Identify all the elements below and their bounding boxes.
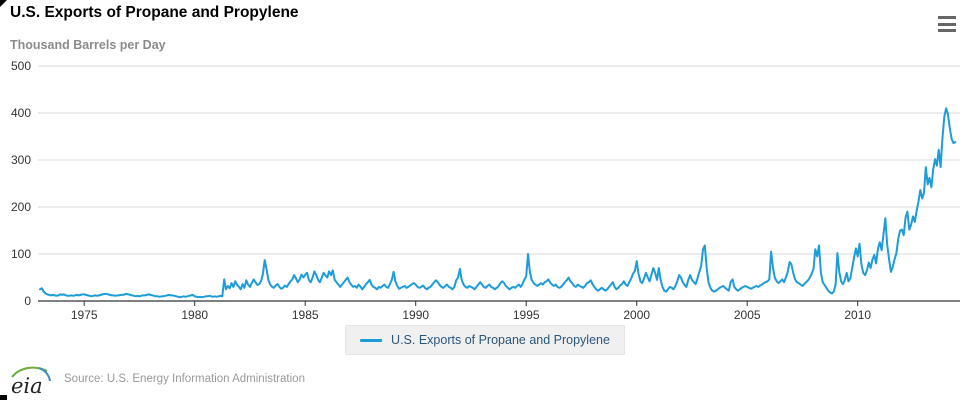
y-axis-tick-label: 0 — [24, 294, 31, 308]
eia-logo[interactable]: eia — [8, 364, 54, 398]
x-axis-tick-label: 1990 — [402, 308, 429, 322]
y-axis-tick-label: 100 — [11, 247, 31, 261]
footer: eia Source: U.S. Energy Information Admi… — [8, 364, 305, 398]
x-axis-tick-label: 1985 — [292, 308, 319, 322]
data-series-line[interactable] — [39, 107, 957, 299]
y-axis-tick-label: 300 — [11, 153, 31, 167]
hamburger-menu-icon — [938, 29, 956, 32]
x-axis-tick-label: 2005 — [734, 308, 761, 322]
x-axis-tick-label: 1975 — [71, 308, 98, 322]
legend-label: U.S. Exports of Propane and Propylene — [391, 333, 610, 347]
y-axis-units-label: Thousand Barrels per Day — [10, 38, 166, 52]
legend-item[interactable]: U.S. Exports of Propane and Propylene — [345, 325, 625, 355]
screenshot-corner-artifact-bottom — [0, 395, 7, 400]
eia-logo-text: eia — [11, 374, 43, 398]
hamburger-menu-icon — [938, 22, 956, 26]
x-axis-tick-label: 2010 — [844, 308, 871, 322]
x-axis-tick-label: 1995 — [513, 308, 540, 322]
y-axis-tick-label: 200 — [11, 200, 31, 214]
page-title: U.S. Exports of Propane and Propylene — [10, 4, 299, 21]
legend-line-sample-icon — [360, 338, 383, 342]
y-axis-tick-label: 400 — [11, 106, 31, 120]
source-attribution: Source: U.S. Energy Information Administ… — [64, 373, 305, 385]
x-axis-tick-label: 1980 — [181, 308, 208, 322]
screenshot-corner-artifact-top — [0, 0, 7, 7]
x-axis-tick-label: 2000 — [623, 308, 650, 322]
chart-context-menu-button[interactable] — [938, 16, 956, 32]
y-axis-tick-label: 500 — [11, 59, 31, 73]
hamburger-menu-icon — [938, 16, 956, 19]
